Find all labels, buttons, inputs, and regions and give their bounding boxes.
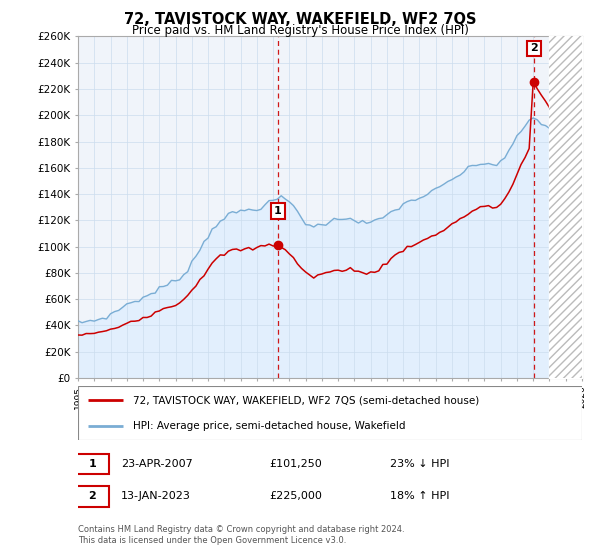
Text: Contains HM Land Registry data © Crown copyright and database right 2024.: Contains HM Land Registry data © Crown c…	[78, 525, 404, 534]
Text: Price paid vs. HM Land Registry's House Price Index (HPI): Price paid vs. HM Land Registry's House …	[131, 24, 469, 37]
FancyBboxPatch shape	[76, 454, 109, 474]
Text: £225,000: £225,000	[269, 491, 322, 501]
Text: 23-APR-2007: 23-APR-2007	[121, 459, 193, 469]
Text: HPI: Average price, semi-detached house, Wakefield: HPI: Average price, semi-detached house,…	[133, 421, 406, 431]
Text: 18% ↑ HPI: 18% ↑ HPI	[391, 491, 450, 501]
Text: 23% ↓ HPI: 23% ↓ HPI	[391, 459, 450, 469]
FancyBboxPatch shape	[78, 386, 582, 440]
Text: 72, TAVISTOCK WAY, WAKEFIELD, WF2 7QS: 72, TAVISTOCK WAY, WAKEFIELD, WF2 7QS	[124, 12, 476, 27]
Text: 1: 1	[88, 459, 96, 469]
Bar	[550, 36, 582, 378]
Text: £101,250: £101,250	[269, 459, 322, 469]
Text: This data is licensed under the Open Government Licence v3.0.: This data is licensed under the Open Gov…	[78, 536, 346, 545]
Text: 2: 2	[530, 44, 538, 53]
Text: 72, TAVISTOCK WAY, WAKEFIELD, WF2 7QS (semi-detached house): 72, TAVISTOCK WAY, WAKEFIELD, WF2 7QS (s…	[133, 395, 479, 405]
Text: 13-JAN-2023: 13-JAN-2023	[121, 491, 191, 501]
Text: 1: 1	[274, 206, 282, 216]
FancyBboxPatch shape	[76, 486, 109, 507]
Text: 2: 2	[88, 491, 96, 501]
